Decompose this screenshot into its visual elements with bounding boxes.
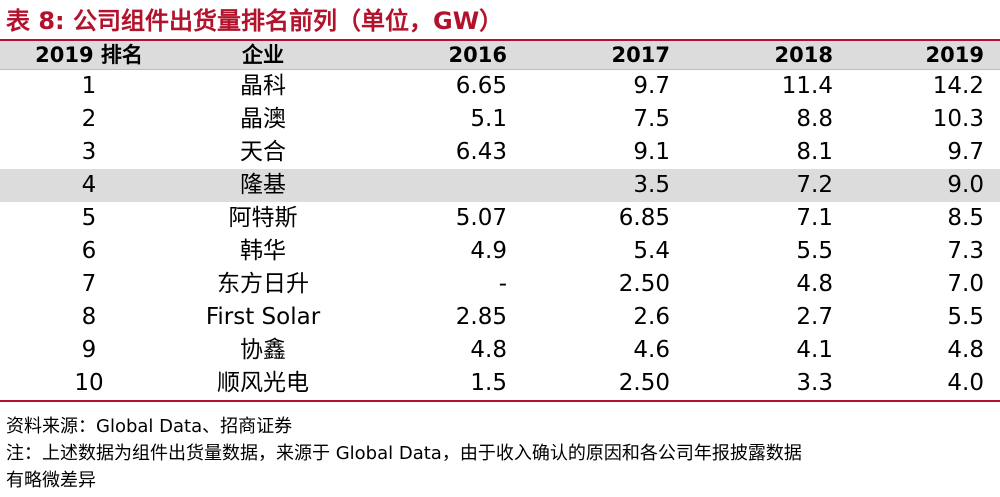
- table-row: 5 阿特斯 5.07 6.85 7.1 8.5: [0, 202, 1000, 235]
- company-cell: 晶澳: [240, 106, 286, 132]
- table-row-highlighted: 4 隆基 3.5 7.2 9.0: [0, 169, 1000, 202]
- company-cell: 顺风光电: [178, 367, 348, 402]
- value-2017-cell: 7.5: [633, 106, 670, 132]
- rank-cell: 3: [81, 139, 97, 165]
- value-2018-cell: 4.1: [796, 337, 833, 363]
- value-2019-cell: 8.5: [947, 205, 984, 231]
- value-2017-cell: 9.1: [633, 139, 670, 165]
- header-2016: 2016: [348, 41, 511, 70]
- footnotes: 资料来源：Global Data、招商证券 注：上述数据为组件出货量数据，来源于…: [6, 413, 996, 494]
- value-2018-cell: 3.3: [674, 367, 837, 402]
- value-2017-cell: 4.6: [633, 337, 670, 363]
- rank-cell: 6: [81, 238, 97, 264]
- value-2019-cell: 7.3: [947, 238, 984, 264]
- rank-cell: 7: [81, 271, 97, 297]
- rank-cell: 2: [81, 106, 97, 132]
- value-2019-cell: 9.7: [947, 139, 984, 165]
- table-row: 7 东方日升 - 2.50 4.8 7.0: [0, 268, 1000, 301]
- table-row: 1 晶科 6.65 9.7 11.4 14.2: [0, 70, 1000, 104]
- rank-cell: 4: [81, 172, 97, 198]
- value-2018-cell: 11.4: [781, 73, 833, 99]
- header-2019: 2019: [837, 41, 1000, 70]
- value-2016-cell: 6.65: [455, 73, 507, 99]
- value-2016-cell: [348, 169, 511, 202]
- note-line-2: 有略微差异: [6, 470, 96, 491]
- value-2019-cell: 9.0: [947, 172, 984, 198]
- table-row: 3 天合 6.43 9.1 8.1 9.7: [0, 136, 1000, 169]
- source-note: 资料来源：Global Data、招商证券: [6, 416, 293, 437]
- rank-cell: 9: [81, 337, 97, 363]
- value-2018-cell: 7.2: [796, 172, 833, 198]
- value-2017-cell: 5.4: [633, 238, 670, 264]
- company-cell: 阿特斯: [228, 205, 298, 231]
- value-2018-cell: 2.7: [796, 304, 833, 330]
- company-cell: 东方日升: [217, 271, 309, 297]
- value-2016-cell: 5.07: [455, 205, 507, 231]
- company-cell: 协鑫: [240, 337, 286, 363]
- rank-cell: 1: [81, 73, 97, 99]
- value-2016-cell: 4.9: [470, 238, 507, 264]
- table-row: 6 韩华 4.9 5.4 5.5 7.3: [0, 235, 1000, 268]
- table-row: 9 协鑫 4.8 4.6 4.1 4.8: [0, 334, 1000, 367]
- company-cell: 隆基: [240, 172, 286, 198]
- value-2016-cell: -: [498, 271, 507, 297]
- value-2016-cell: 4.8: [470, 337, 507, 363]
- company-cell: First Solar: [205, 304, 321, 330]
- value-2017-cell: 2.50: [618, 271, 670, 297]
- table-title: 表 8: 公司组件出货量排名前列（单位，GW）: [6, 7, 504, 35]
- value-2019-cell: 4.0: [837, 367, 1000, 402]
- company-cell: 天合: [240, 139, 286, 165]
- value-2018-cell: 8.8: [796, 106, 833, 132]
- value-2019-cell: 14.2: [932, 73, 984, 99]
- value-2019-cell: 4.8: [947, 337, 984, 363]
- shipment-ranking-table: 2019 排名 企业 2016 2017 2018 2019 1 晶科 6.65…: [0, 41, 1000, 402]
- table-row: 10 顺风光电 1.5 2.50 3.3 4.0: [0, 367, 1000, 402]
- rank-cell: 8: [81, 304, 97, 330]
- header-2018: 2018: [674, 41, 837, 70]
- table-header-row: 2019 排名 企业 2016 2017 2018 2019: [0, 41, 1000, 70]
- rank-cell: 5: [81, 205, 97, 231]
- header-rank: 2019 排名: [0, 41, 178, 70]
- value-2016-cell: 5.1: [470, 106, 507, 132]
- header-company: 企业: [178, 41, 348, 70]
- value-2018-cell: 7.1: [796, 205, 833, 231]
- value-2019-cell: 7.0: [947, 271, 984, 297]
- value-2019-cell: 5.5: [947, 304, 984, 330]
- value-2016-cell: 2.85: [455, 304, 507, 330]
- table-row: 8 First Solar 2.85 2.6 2.7 5.5: [0, 301, 1000, 334]
- value-2017-cell: 2.50: [511, 367, 674, 402]
- value-2018-cell: 4.8: [796, 271, 833, 297]
- note-line-1: 注：上述数据为组件出货量数据，来源于 Global Data，由于收入确认的原因…: [6, 443, 802, 464]
- value-2017-cell: 6.85: [618, 205, 670, 231]
- value-2016-cell: 1.5: [348, 367, 511, 402]
- value-2018-cell: 8.1: [796, 139, 833, 165]
- value-2016-cell: 6.43: [455, 139, 507, 165]
- value-2019-cell: 10.3: [932, 106, 984, 132]
- company-cell: 晶科: [240, 73, 286, 99]
- value-2017-cell: 3.5: [633, 172, 670, 198]
- rank-cell: 10: [0, 367, 178, 402]
- title-rule: [0, 39, 1000, 41]
- value-2018-cell: 5.5: [796, 238, 833, 264]
- header-2017: 2017: [511, 41, 674, 70]
- value-2017-cell: 9.7: [633, 73, 670, 99]
- value-2017-cell: 2.6: [633, 304, 670, 330]
- table-row: 2 晶澳 5.1 7.5 8.8 10.3: [0, 103, 1000, 136]
- company-cell: 韩华: [240, 238, 286, 264]
